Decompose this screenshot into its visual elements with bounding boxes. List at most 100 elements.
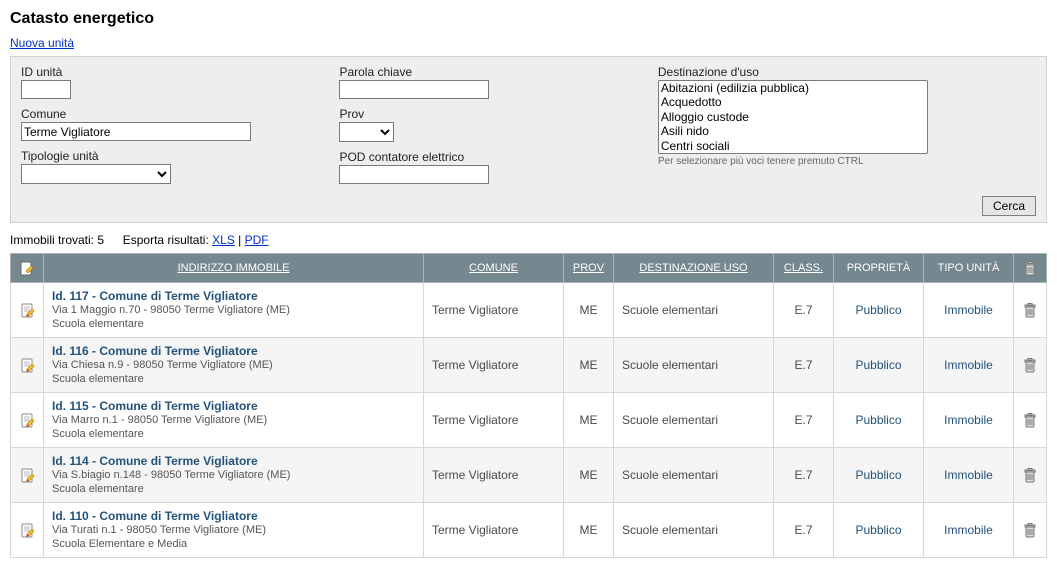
cell-class: E.7 [774,283,834,338]
trash-icon[interactable] [1022,357,1038,371]
select-prov[interactable] [339,122,394,142]
input-id-unita[interactable] [21,80,71,99]
input-pod[interactable] [339,165,489,184]
trash-header-icon [1022,262,1038,274]
trash-icon[interactable] [1022,302,1038,316]
cell-prov: ME [564,393,614,448]
row-desc: Scuola elementare [52,427,415,441]
dest-uso-option[interactable]: Centri sociali [659,139,927,153]
search-button[interactable]: Cerca [982,196,1036,216]
export-label: Esporta risultati: [123,233,209,247]
cell-class: E.7 [774,393,834,448]
row-address: Via Chiesa n.9 - 98050 Terme Vigliatore … [52,358,415,372]
results-table: INDIRIZZO IMMOBILE COMUNE PROV DESTINAZI… [10,253,1047,558]
cell-comune: Terme Vigliatore [424,503,564,558]
cell-prov: ME [564,503,614,558]
results-bar: Immobili trovati: 5 Esporta risultati: X… [10,233,1047,247]
cell-comune: Terme Vigliatore [424,393,564,448]
cell-tipo-link[interactable]: Immobile [944,413,993,427]
edit-icon[interactable] [19,357,35,371]
table-row: Id. 110 - Comune di Terme VigliatoreVia … [11,503,1047,558]
cell-comune: Terme Vigliatore [424,448,564,503]
label-tipologie: Tipologie unità [21,149,319,163]
row-title-link[interactable]: Id. 114 - Comune di Terme Vigliatore [52,454,415,468]
table-row: Id. 117 - Comune di Terme VigliatoreVia … [11,283,1047,338]
th-dest[interactable]: DESTINAZIONE USO [614,254,774,283]
dest-uso-option[interactable]: Alloggio custode [659,110,927,124]
row-title-link[interactable]: Id. 117 - Comune di Terme Vigliatore [52,289,415,303]
dest-uso-option[interactable]: Abitazioni (edilizia pubblica) [659,81,927,95]
th-comune[interactable]: COMUNE [424,254,564,283]
cell-indirizzo: Id. 114 - Comune di Terme VigliatoreVia … [44,448,424,503]
cell-class: E.7 [774,503,834,558]
row-desc: Scuola Elementare e Media [52,537,415,551]
cell-tipo-link[interactable]: Immobile [944,303,993,317]
cell-comune: Terme Vigliatore [424,338,564,393]
row-title-link[interactable]: Id. 115 - Comune di Terme Vigliatore [52,399,415,413]
table-row: Id. 116 - Comune di Terme VigliatoreVia … [11,338,1047,393]
export-xls-link[interactable]: XLS [212,233,235,247]
edit-header-icon[interactable] [19,262,35,274]
cell-dest: Scuole elementari [614,393,774,448]
dest-uso-hint: Per selezionare più voci tenere premuto … [658,156,1016,167]
cell-prop-link[interactable]: Pubblico [855,303,901,317]
cell-tipo-link[interactable]: Immobile [944,468,993,482]
cell-indirizzo: Id. 117 - Comune di Terme VigliatoreVia … [44,283,424,338]
th-class[interactable]: CLASS. [774,254,834,283]
row-address: Via Turati n.1 - 98050 Terme Vigliatore … [52,523,415,537]
dest-uso-option[interactable]: Acquedotto [659,95,927,109]
cell-indirizzo: Id. 116 - Comune di Terme VigliatoreVia … [44,338,424,393]
cell-prop-link[interactable]: Pubblico [855,358,901,372]
cell-prop-link[interactable]: Pubblico [855,413,901,427]
trash-icon[interactable] [1022,467,1038,481]
export-sep: | [235,233,245,247]
th-prov[interactable]: PROV [564,254,614,283]
label-prov: Prov [339,107,637,121]
cell-prov: ME [564,448,614,503]
page-title: Catasto energetico [10,10,1047,28]
edit-icon[interactable] [19,412,35,426]
cell-class: E.7 [774,338,834,393]
trash-icon[interactable] [1022,412,1038,426]
cell-comune: Terme Vigliatore [424,283,564,338]
th-tipo: TIPO UNITÀ [924,254,1014,283]
row-desc: Scuola elementare [52,317,415,331]
label-comune: Comune [21,107,319,121]
input-comune[interactable] [21,122,251,141]
new-unit-link[interactable]: Nuova unità [10,36,74,50]
table-row: Id. 114 - Comune di Terme VigliatoreVia … [11,448,1047,503]
cell-prov: ME [564,283,614,338]
select-tipologie[interactable] [21,164,171,184]
row-title-link[interactable]: Id. 110 - Comune di Terme Vigliatore [52,509,415,523]
label-parola: Parola chiave [339,65,637,79]
row-desc: Scuola elementare [52,482,415,496]
input-parola[interactable] [339,80,489,99]
select-dest-uso[interactable]: Abitazioni (edilizia pubblica)Acquedotto… [658,80,928,154]
th-indirizzo[interactable]: INDIRIZZO IMMOBILE [44,254,424,283]
th-trash-icon [1014,254,1047,283]
edit-icon[interactable] [19,467,35,481]
cell-prop-link[interactable]: Pubblico [855,523,901,537]
cell-indirizzo: Id. 110 - Comune di Terme VigliatoreVia … [44,503,424,558]
edit-icon[interactable] [19,522,35,536]
export-pdf-link[interactable]: PDF [245,233,269,247]
found-count: 5 [97,233,104,247]
th-edit-icon[interactable] [11,254,44,283]
label-id-unita: ID unità [21,65,319,79]
cell-prov: ME [564,338,614,393]
row-desc: Scuola elementare [52,372,415,386]
cell-dest: Scuole elementari [614,448,774,503]
cell-tipo-link[interactable]: Immobile [944,358,993,372]
cell-indirizzo: Id. 115 - Comune di Terme VigliatoreVia … [44,393,424,448]
th-prop: PROPRIETÀ [834,254,924,283]
filter-panel: ID unità Comune Tipologie unità Parola c… [10,56,1047,223]
cell-dest: Scuole elementari [614,338,774,393]
dest-uso-option[interactable]: Asili nido [659,124,927,138]
cell-tipo-link[interactable]: Immobile [944,523,993,537]
cell-prop-link[interactable]: Pubblico [855,468,901,482]
row-title-link[interactable]: Id. 116 - Comune di Terme Vigliatore [52,344,415,358]
trash-icon[interactable] [1022,522,1038,536]
row-address: Via S.biagio n.148 - 98050 Terme Vigliat… [52,468,415,482]
edit-icon[interactable] [19,302,35,316]
cell-dest: Scuole elementari [614,283,774,338]
